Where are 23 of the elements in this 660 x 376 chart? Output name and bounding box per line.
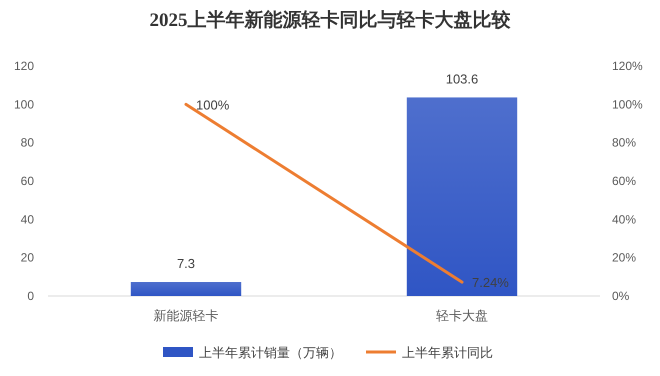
data-label: 7.24% (472, 275, 510, 290)
legend-label: 上半年累计同比 (402, 345, 493, 360)
x-tick-label: 新能源轻卡 (154, 308, 218, 323)
y2-tick-label: 80% (612, 136, 636, 150)
y-tick-label: 120 (14, 59, 34, 73)
y-tick-label: 0 (27, 289, 34, 303)
y-tick-label: 20 (20, 250, 34, 265)
data-label: 103.6 (446, 71, 478, 86)
y-tick-label: 80 (20, 136, 34, 150)
y2-tick-label: 0% (612, 289, 630, 303)
data-label: 100% (196, 97, 230, 112)
legend-label: 上半年累计销量（万辆） (199, 345, 342, 360)
chart-title: 2025上半年新能源轻卡同比与轻卡大盘比较 (150, 9, 512, 31)
data-label: 7.3 (176, 256, 196, 272)
y2-tick-label: 120% (612, 59, 644, 73)
y2-tick-label: 60% (612, 174, 636, 188)
y2-tick-label: 40% (612, 212, 636, 226)
y-tick-label: 100 (14, 97, 34, 112)
y2-tick-label: 100% (612, 97, 644, 112)
y-tick-label: 60 (20, 174, 34, 188)
y-tick-label: 40 (20, 212, 34, 226)
x-tick-label: 轻卡大盘 (436, 308, 488, 323)
y2-tick-label: 20% (612, 250, 636, 265)
